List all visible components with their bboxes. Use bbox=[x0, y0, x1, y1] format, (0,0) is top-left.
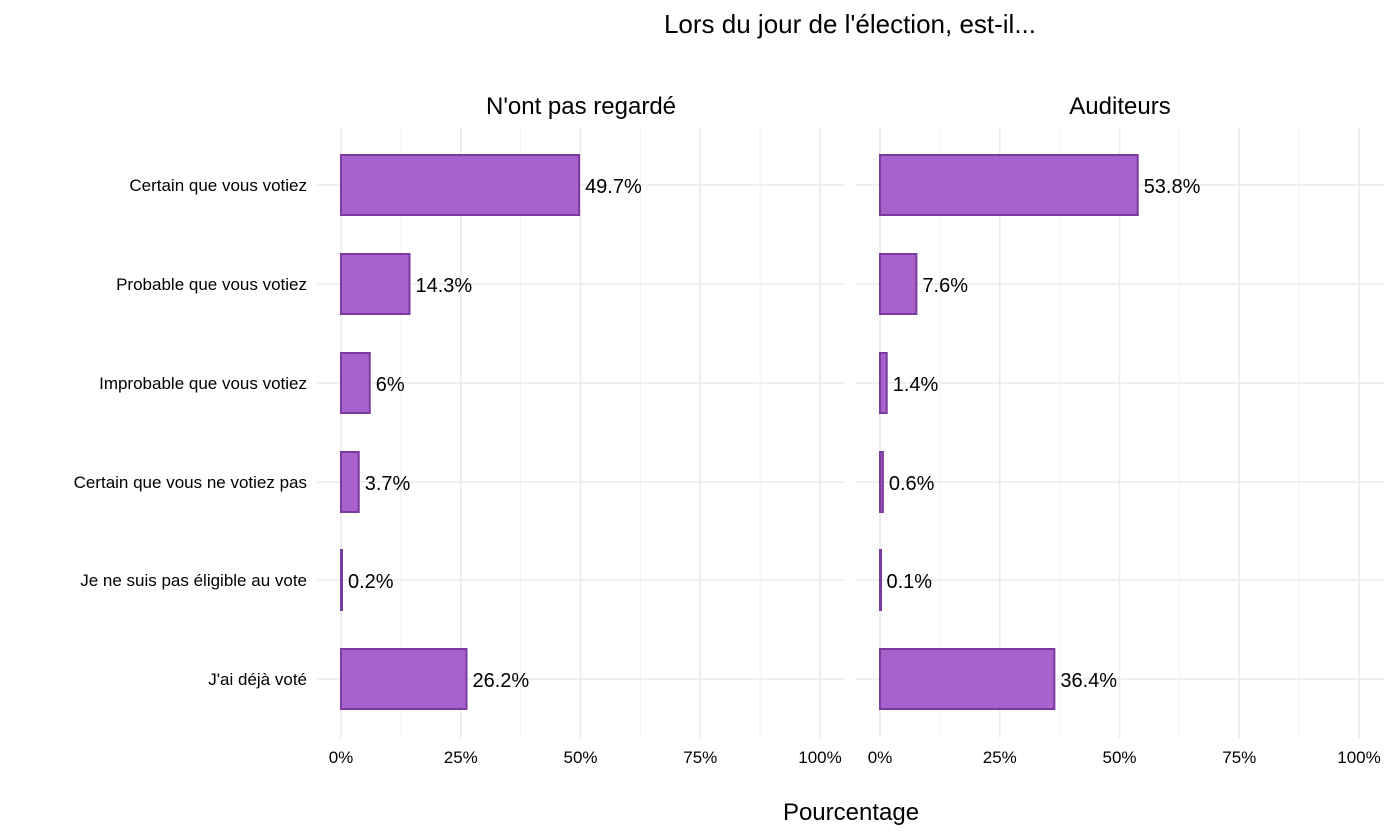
panel-0: N'ont pas regardé 49.7% 14.3% 6% 3.7% 0.2% 26.… bbox=[317, 93, 845, 767]
data-label: 49.7% bbox=[585, 176, 642, 198]
bar bbox=[340, 451, 360, 513]
chart-title: Lors du jour de l'élection, est-il... bbox=[664, 9, 1036, 39]
x-tick-label: 0% bbox=[868, 748, 893, 767]
x-tick-label: 25% bbox=[983, 748, 1017, 767]
x-tick-label: 100% bbox=[1337, 748, 1380, 767]
data-label: 1.4% bbox=[893, 374, 939, 396]
x-tick-label: 100% bbox=[798, 748, 841, 767]
data-label: 3.7% bbox=[365, 473, 411, 495]
bar bbox=[340, 253, 411, 315]
x-tick-label: 75% bbox=[1222, 748, 1256, 767]
x-tick-label: 0% bbox=[329, 748, 354, 767]
y-tick-label: Probable que vous votiez bbox=[116, 275, 307, 294]
data-label: 7.6% bbox=[922, 275, 968, 297]
data-label: 26.2% bbox=[472, 670, 529, 692]
bar bbox=[340, 648, 468, 710]
data-label: 53.8% bbox=[1144, 176, 1201, 198]
y-tick-label: Improbable que vous votiez bbox=[99, 374, 307, 393]
y-tick-label: Certain que vous ne votiez pas bbox=[74, 473, 307, 492]
data-label: 0.6% bbox=[889, 473, 935, 495]
x-tick-label: 75% bbox=[683, 748, 717, 767]
data-label: 36.4% bbox=[1060, 670, 1117, 692]
bar bbox=[340, 352, 371, 414]
x-axis-label: Pourcentage bbox=[783, 799, 919, 826]
data-label: 6% bbox=[376, 374, 405, 396]
bar bbox=[879, 549, 882, 611]
bar bbox=[340, 549, 343, 611]
bar bbox=[879, 648, 1056, 710]
data-label: 14.3% bbox=[415, 275, 472, 297]
panel-title: Auditeurs bbox=[1069, 93, 1170, 120]
bar bbox=[879, 352, 888, 414]
y-tick-label: Certain que vous votiez bbox=[129, 176, 307, 195]
data-label: 0.2% bbox=[348, 571, 394, 593]
y-tick-label: Je ne suis pas éligible au vote bbox=[80, 571, 307, 590]
bar bbox=[879, 451, 884, 513]
x-tick-label: 25% bbox=[444, 748, 478, 767]
bar bbox=[340, 154, 581, 216]
bar bbox=[879, 253, 918, 315]
y-tick-label: J'ai déjà voté bbox=[208, 670, 307, 689]
panel-1: Auditeurs 53.8% 7.6% 1.4% 0.6% 0.1% 36.4% 0% 25%… bbox=[856, 93, 1384, 767]
bar bbox=[879, 154, 1139, 216]
x-tick-label: 50% bbox=[1102, 748, 1136, 767]
x-tick-label: 50% bbox=[563, 748, 597, 767]
data-label: 0.1% bbox=[886, 571, 932, 593]
panel-title: N'ont pas regardé bbox=[486, 93, 676, 120]
